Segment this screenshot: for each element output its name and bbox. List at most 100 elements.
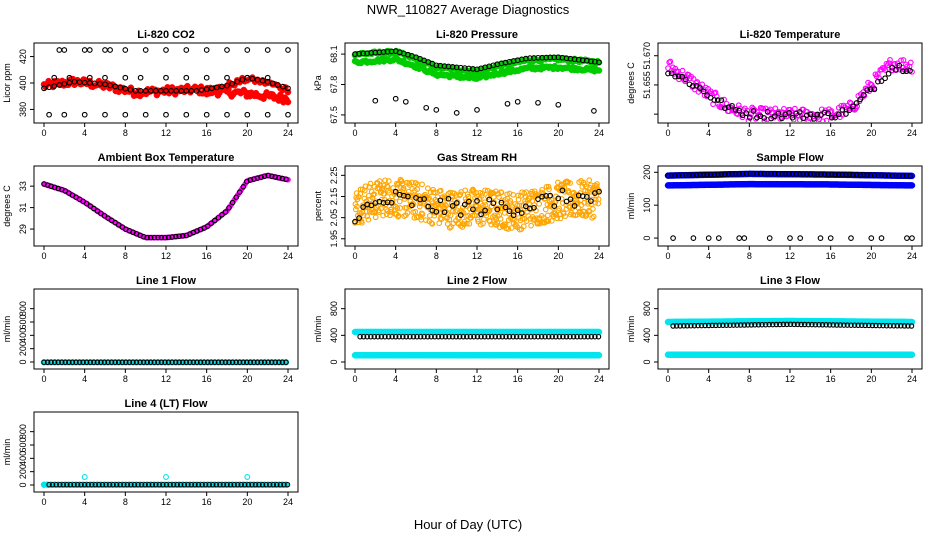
x-tick-label: 16 [513,128,523,138]
data-point [528,222,534,229]
data-point [204,223,211,229]
data-point [536,201,543,207]
data-point [81,481,88,488]
data-point [233,359,239,366]
data-point [755,322,762,328]
x-tick-label: 24 [283,374,293,384]
x-tick-label: 4 [82,374,87,384]
data-point [596,188,602,195]
data-point [91,359,97,366]
data-point [843,171,849,178]
data-point [882,67,889,73]
data-point [441,63,448,69]
data-points [40,359,290,366]
data-point [419,181,425,188]
data-point [771,113,778,120]
data-point [446,225,453,231]
data-point [716,322,723,329]
data-point [464,333,470,340]
data-point [794,321,801,328]
data-point [155,359,161,366]
x-tick-label: 4 [393,374,398,384]
y-tick-label: 51.670 [642,42,652,70]
data-point [388,199,395,206]
data-point [259,481,266,488]
data-point [908,323,915,329]
data-point [81,111,88,118]
data-point [670,235,676,241]
data-point [754,170,760,177]
data-point [130,359,136,366]
x-tick-label: 24 [594,128,604,138]
x-tick-label: 4 [393,251,398,261]
panel-title: Line 3 Flow [760,275,820,287]
data-point [226,205,232,211]
data-point [679,67,686,74]
data-point [133,359,140,366]
data-point [229,359,236,366]
data-point [820,118,826,122]
data-point [183,47,190,53]
data-point [715,235,722,241]
data-point [183,111,190,118]
data-point [595,352,603,359]
data-point [268,359,275,366]
data-point [690,172,696,178]
data-point [722,171,728,178]
data-point [871,172,878,178]
data-point [900,57,907,63]
data-point [198,87,205,93]
data-point [206,481,212,488]
data-point [194,359,200,366]
data-point [375,333,381,340]
data-point [510,333,516,340]
data-point [510,212,517,219]
data-point [750,170,757,177]
y-tick-label: 800 [329,301,339,316]
data-point [475,206,482,213]
data-point [233,194,239,201]
panel-title: Li-820 Pressure [436,29,518,41]
data-point [57,481,63,488]
data-point [777,321,783,328]
data-point [590,213,597,220]
data-point [567,333,573,340]
data-point [224,74,230,81]
data-point [490,194,497,200]
data-point [172,233,179,240]
data-point [352,218,358,225]
data-point [67,481,74,488]
data-point [240,184,247,190]
data-point [590,206,596,212]
data-point [857,172,864,178]
data-point [123,359,129,366]
data-point [138,481,145,488]
data-point [909,235,915,241]
data-point [907,59,914,66]
y-tick-label: 400 [18,451,28,466]
data-point [44,359,51,366]
data-point [506,333,513,340]
data-point [823,322,829,328]
data-point [174,481,180,488]
y-tick-label: 0 [18,359,28,364]
data-point [359,219,365,226]
panel-title: Li-820 Temperature [740,29,841,41]
data-point [261,173,268,179]
data-point [792,105,798,112]
data-point [147,359,154,366]
data-point [746,170,753,177]
data-point [690,83,696,89]
data-point [419,211,426,218]
data-point [586,208,593,215]
data-point [805,118,812,122]
data-point [421,196,427,202]
data-point [760,105,767,112]
data-point [750,106,757,112]
data-point [240,359,247,366]
data-point [467,333,474,340]
data-point [197,359,204,366]
x-tick-label: 0 [665,251,670,261]
data-point [462,187,469,194]
